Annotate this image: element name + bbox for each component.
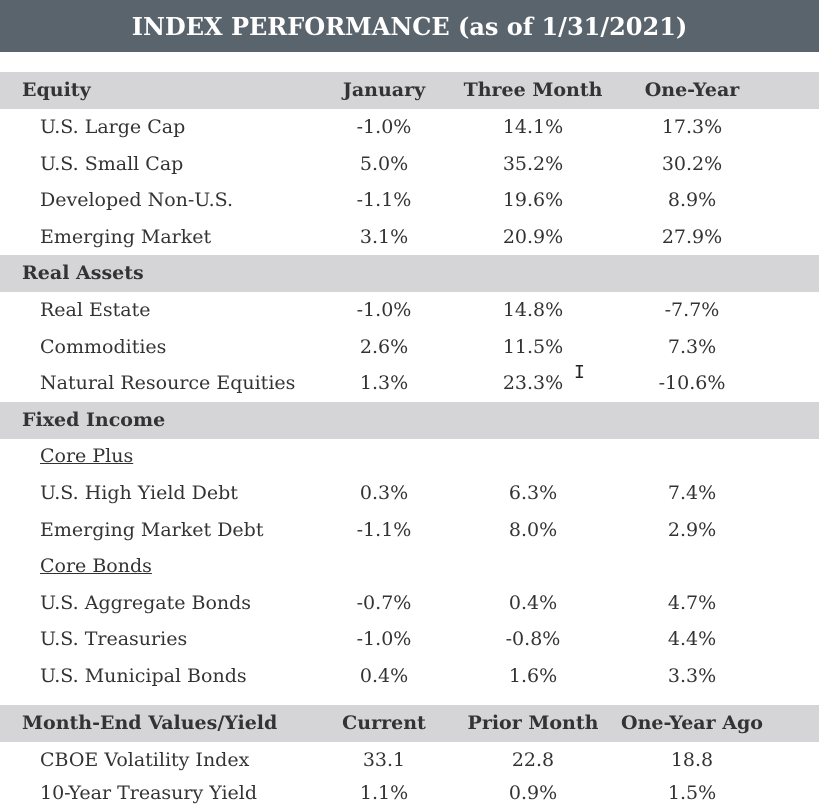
cell-one-year: 17.3%: [661, 116, 723, 139]
cell-three-month: 1.6%: [508, 665, 558, 688]
fixed-income-header-row: Fixed Income: [0, 402, 819, 439]
cell-current: 1.1%: [359, 782, 409, 804]
cell-three-month: 14.8%: [502, 299, 564, 322]
text-cursor-icon: I: [574, 362, 585, 383]
row-label: Emerging Market: [40, 226, 212, 249]
equity-header-label: Equity: [22, 79, 91, 102]
cell-three-month: 23.3%: [502, 372, 564, 395]
core-bonds-label: Core Bonds: [40, 555, 152, 578]
table-row: Natural Resource Equities 1.3% 23.3% -10…: [0, 365, 819, 402]
table-row: Emerging Market 3.1% 20.9% 27.9%: [0, 219, 819, 256]
table-row: Emerging Market Debt -1.1% 8.0% 2.9%: [0, 512, 819, 549]
cell-one-year-ago: 18.8: [670, 749, 714, 772]
cell-three-month: 0.4%: [508, 592, 558, 615]
cell-january: 1.3%: [359, 372, 409, 395]
cell-three-month: 11.5%: [502, 336, 564, 359]
table-row: U.S. Municipal Bonds 0.4% 1.6% 3.3%: [0, 658, 819, 695]
table-row: Commodities 2.6% 11.5% 7.3%: [0, 329, 819, 366]
cell-one-year: 30.2%: [661, 153, 723, 176]
cell-one-year: 4.4%: [667, 628, 717, 651]
cell-one-year: 7.3%: [667, 336, 717, 359]
cell-one-year: 2.9%: [667, 519, 717, 542]
fixed-income-header-label: Fixed Income: [22, 409, 166, 432]
core-plus-subheader-row: Core Plus: [0, 438, 819, 475]
column-header-three-month: Three Month: [463, 79, 603, 102]
table-row: CBOE Volatility Index 33.1 22.8 18.8: [0, 742, 819, 779]
row-label: U.S. Small Cap: [40, 153, 184, 176]
column-header-prior-month: Prior Month: [467, 712, 599, 735]
core-plus-label: Core Plus: [40, 445, 134, 468]
cell-prior-month: 0.9%: [508, 782, 558, 804]
cell-one-year: -10.6%: [658, 372, 726, 395]
table-row: 10-Year Treasury Yield 1.1% 0.9% 1.5%: [0, 777, 819, 809]
cell-one-year: 8.9%: [667, 189, 717, 212]
real-assets-header-label: Real Assets: [22, 262, 144, 285]
cell-january: -1.0%: [356, 628, 412, 651]
table-row: U.S. Treasuries -1.0% -0.8% 4.4%: [0, 621, 819, 658]
cell-january: -1.1%: [356, 189, 412, 212]
table-row: Developed Non-U.S. -1.1% 19.6% 8.9%: [0, 182, 819, 219]
row-label: U.S. Treasuries: [40, 628, 188, 651]
equity-header-row: Equity January Three Month One-Year: [0, 72, 819, 109]
core-bonds-subheader-row: Core Bonds: [0, 548, 819, 585]
cell-three-month: 8.0%: [508, 519, 558, 542]
cell-three-month: 14.1%: [502, 116, 564, 139]
row-label: U.S. High Yield Debt: [40, 482, 238, 505]
cell-one-year: 27.9%: [661, 226, 723, 249]
column-header-one-year-ago: One-Year Ago: [621, 712, 763, 735]
cell-january: 5.0%: [359, 153, 409, 176]
cell-one-year: 7.4%: [667, 482, 717, 505]
table-row: U.S. Aggregate Bonds -0.7% 0.4% 4.7%: [0, 585, 819, 622]
page-title: INDEX PERFORMANCE (as of 1/31/2021): [0, 0, 819, 52]
row-label: Natural Resource Equities: [40, 372, 296, 395]
cell-three-month: 20.9%: [502, 226, 564, 249]
row-label: U.S. Municipal Bonds: [40, 665, 247, 688]
cell-prior-month: 22.8: [511, 749, 555, 772]
column-header-current: Current: [342, 712, 426, 735]
table-row: Real Estate -1.0% 14.8% -7.7%: [0, 292, 819, 329]
real-assets-header-row: Real Assets: [0, 255, 819, 292]
cell-one-year: -7.7%: [664, 299, 720, 322]
cell-january: 2.6%: [359, 336, 409, 359]
row-label: U.S. Aggregate Bonds: [40, 592, 252, 615]
cell-january: 3.1%: [359, 226, 409, 249]
row-label: CBOE Volatility Index: [40, 749, 250, 772]
cell-one-year: 4.7%: [667, 592, 717, 615]
cell-one-year: 3.3%: [667, 665, 717, 688]
row-label: Commodities: [40, 336, 167, 359]
column-header-january: January: [342, 79, 426, 102]
cell-current: 33.1: [362, 749, 406, 772]
row-label: 10-Year Treasury Yield: [40, 782, 258, 804]
month-end-header-row: Month-End Values/Yield Current Prior Mon…: [0, 705, 819, 742]
cell-january: -1.1%: [356, 519, 412, 542]
cell-january: -1.0%: [356, 299, 412, 322]
row-label: Real Estate: [40, 299, 151, 322]
cell-three-month: 6.3%: [508, 482, 558, 505]
cell-january: -0.7%: [356, 592, 412, 615]
cell-one-year-ago: 1.5%: [667, 782, 717, 804]
cell-january: 0.4%: [359, 665, 409, 688]
row-label: U.S. Large Cap: [40, 116, 186, 139]
column-header-one-year: One-Year: [644, 79, 740, 102]
table-row: U.S. High Yield Debt 0.3% 6.3% 7.4%: [0, 475, 819, 512]
table-row: U.S. Small Cap 5.0% 35.2% 30.2%: [0, 146, 819, 183]
table-row: U.S. Large Cap -1.0% 14.1% 17.3%: [0, 109, 819, 146]
cell-january: 0.3%: [359, 482, 409, 505]
cell-january: -1.0%: [356, 116, 412, 139]
row-label: Developed Non-U.S.: [40, 189, 233, 212]
row-label: Emerging Market Debt: [40, 519, 264, 542]
cell-three-month: 19.6%: [502, 189, 564, 212]
cell-three-month: -0.8%: [505, 628, 561, 651]
cell-three-month: 35.2%: [502, 153, 564, 176]
month-end-header-label: Month-End Values/Yield: [22, 712, 278, 735]
